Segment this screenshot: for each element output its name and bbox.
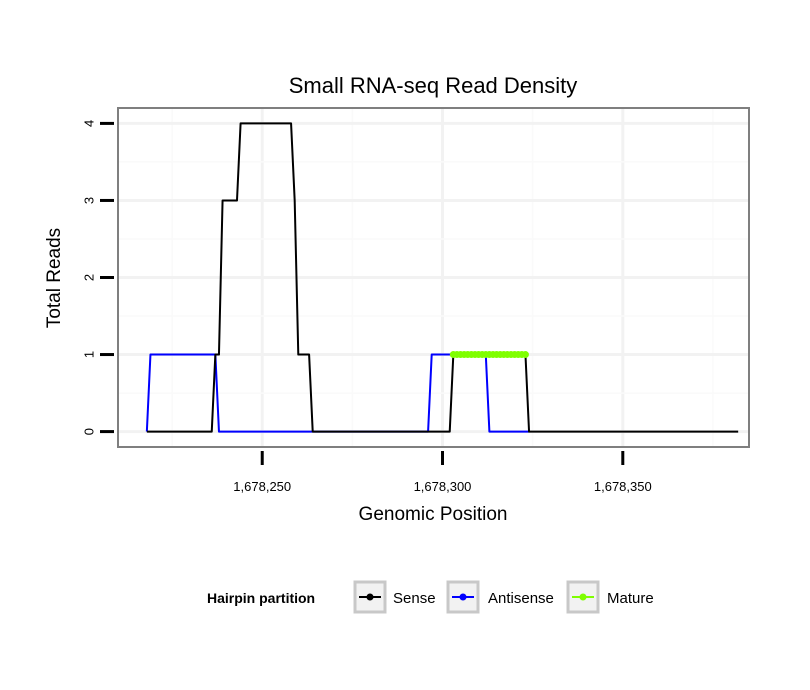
point-mature (521, 351, 529, 359)
y-tick-label: 3 (82, 197, 97, 204)
x-tick-label: 1,678,350 (594, 479, 652, 494)
y-tick-label: 2 (82, 274, 97, 281)
y-tick-label: 1 (82, 351, 97, 358)
series-layer (145, 122, 739, 433)
y-tick-label: 4 (82, 120, 97, 127)
plot-panel-border (117, 107, 750, 448)
legend-title: Hairpin partition (207, 590, 315, 606)
y-axis-title: Total Reads (44, 228, 65, 328)
legend-key-dot-mature (579, 593, 587, 601)
legend-label-antisense: Antisense (488, 590, 554, 607)
legend: Hairpin partition Sense Antisense Mature (207, 580, 654, 614)
chart-title: Small RNA-seq Read Density (289, 73, 578, 98)
x-axis-title: Genomic Position (359, 504, 508, 525)
x-tick-label: 1,678,300 (414, 479, 472, 494)
legend-label-mature: Mature (607, 590, 654, 607)
legend-key-dot-sense (366, 593, 374, 601)
legend-key-dot-antisense (459, 593, 467, 601)
y-tick-label: 0 (82, 428, 97, 435)
axes: 0 1 2 3 4 1,678,250 1,678,300 1,678,350 (82, 120, 652, 494)
x-tick-label: 1,678,250 (233, 479, 291, 494)
legend-label-sense: Sense (393, 590, 436, 607)
